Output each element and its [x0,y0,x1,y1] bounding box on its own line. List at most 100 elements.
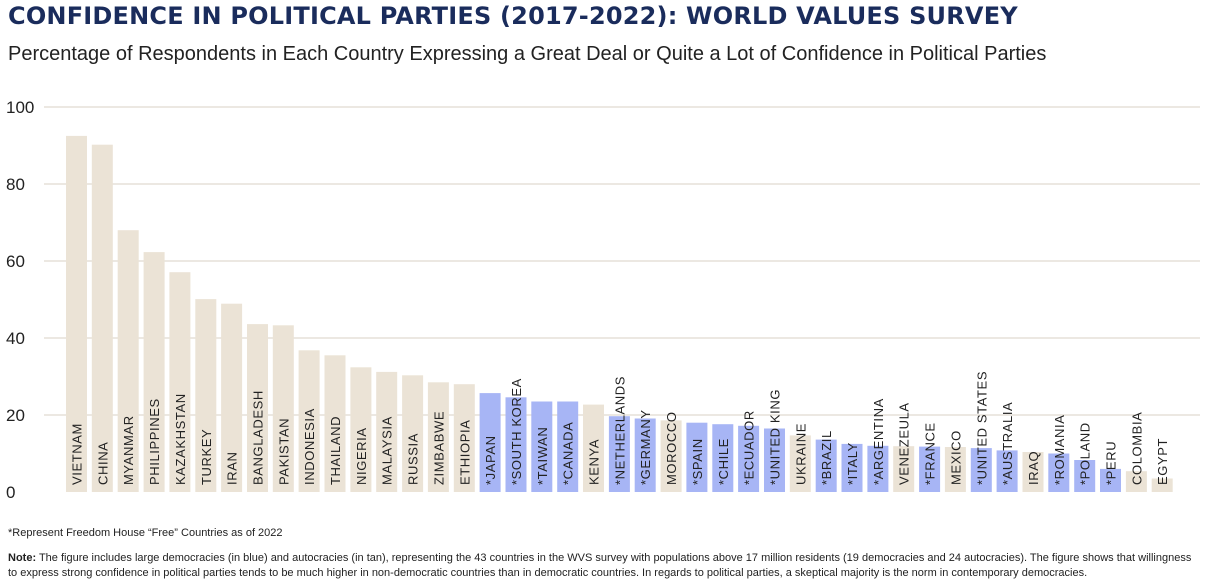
grid-layer [44,106,1200,416]
bar-chart: 0 20 40 60 80 100 VIETNAM CHINA MYANMAR PHILIPPI… [6,98,1200,500]
bar-label: MYANMAR [121,415,136,485]
y-tick-label: 40 [6,329,25,348]
bar-kenya [583,404,604,492]
y-tick-label: 20 [6,406,25,425]
y-tick-label: 0 [6,483,15,500]
bar-pakistan [272,325,294,492]
bar-iran [221,303,243,492]
bar-label: ZIMBABWE [431,411,446,485]
bar-turkey [195,299,217,492]
bar-label: *BRAZIL [819,430,834,485]
note-label: Note: [8,552,37,564]
bar-ukraine [789,435,811,492]
bar-chile [712,424,734,492]
bar-label: *CANADA [561,422,576,485]
bar-label: *ROMANIA [1052,414,1067,485]
bar-taiwan [531,401,553,492]
bar-ethiopia [453,384,475,492]
bar-kazakhstan [169,272,191,492]
bar-label: RUSSIA [406,433,421,485]
bar-label: PHILIPPINES [147,398,162,485]
bar-netherlands [608,416,630,492]
bar-label: *GERMANY [638,409,653,485]
bar-label: KENYA [587,439,602,485]
bar-united-king [764,428,785,492]
bar-venezeula [893,446,915,492]
bar-label: *SPAIN [690,438,705,485]
bar-france [919,446,941,492]
bar-bangladesh [247,324,268,492]
chart-title: CONFIDENCE IN POLITICAL PARTIES (2017-20… [8,2,1018,30]
note-text: The figure includes large democracies (i… [8,552,1192,579]
bar-ecuador [738,425,760,492]
y-axis-ticks: 0 20 40 60 80 100 [6,98,34,500]
bar-label: MALAYSIA [380,416,395,485]
bars-layer [66,135,1173,492]
bar-label: UKRAINE [793,423,808,485]
bar-label: CHINA [95,442,110,485]
bar-label: *ARGENTINA [871,398,886,485]
bar-label: MOROCCO [664,411,679,485]
bar-morocco [660,420,682,492]
bar-label: VIETNAM [70,423,85,485]
bar-nigeria [350,367,372,492]
bar-label: *CHILE [716,438,731,485]
chart-subtitle: Percentage of Respondents in Each Countr… [8,43,1047,65]
bar-china [91,144,113,492]
bar-label: THAILAND [328,416,343,485]
bar-philippines [143,252,165,492]
y-tick-label: 100 [6,98,34,117]
bar-italy [841,443,863,492]
bar-label: VENEZEULA [897,402,912,485]
footnote: *Represent Freedom House “Free” Countrie… [8,527,283,539]
bar-label: EGYPT [1155,438,1170,485]
bar-label: *ITALY [845,442,860,485]
y-tick-label: 80 [6,175,25,194]
bar-indonesia [298,350,320,492]
bar-spain [686,422,708,492]
bar-japan [479,393,501,492]
bar-egypt [1151,478,1173,492]
bar-labels-layer: VIETNAM CHINA MYANMAR PHILIPPINES KAZAKHSTAN… [70,371,1171,485]
bar-malaysia [376,371,398,492]
bar-zimbabwe [427,382,449,492]
bar-label: TURKEY [199,429,214,485]
bar-label: KAZAKHSTAN [173,393,188,485]
bar-label: *POLAND [1078,422,1093,485]
bar-label: IRAQ [1026,451,1041,485]
bar-label: *FRANCE [923,422,938,485]
bar-myanmar [117,230,139,492]
note: Note: The figure includes large democrac… [8,551,1202,581]
bar-australia [996,450,1018,492]
bar-vietnam [66,135,87,492]
bar-mexico [944,447,966,492]
bar-iraq [1022,452,1044,492]
bar-label: COLOMBIA [1129,412,1144,485]
bar-label: NIGERIA [354,427,369,485]
bar-argentina [867,445,889,492]
bar-label: *UNITED KING [768,389,783,485]
bar-label: IRAN [225,452,240,485]
bar-label: *JAPAN [483,435,498,485]
bar-united-states [970,448,992,492]
bar-thailand [324,355,346,492]
bar-romania [1048,453,1070,492]
bar-label: PAKISTAN [276,418,291,485]
bar-brazil [815,439,837,492]
bar-label: *ECUADOR [742,410,757,485]
bar-label: INDONESIA [302,408,317,485]
bar-label: ETHIOPIA [457,420,472,485]
y-tick-label: 60 [6,252,25,271]
bar-label: *TAIWAN [535,427,550,485]
bar-label: *UNITED STATES [974,371,989,485]
bar-germany [634,418,656,492]
bar-south-korea [505,397,527,492]
bar-peru [1100,468,1121,492]
bar-colombia [1125,471,1147,492]
bar-label: BANGLADESH [251,390,266,485]
bar-poland [1074,460,1096,492]
bar-canada [557,401,579,492]
bar-label: *SOUTH KOREA [509,378,524,485]
bar-label: *AUSTRALIA [1000,402,1015,485]
bar-russia [402,375,424,492]
